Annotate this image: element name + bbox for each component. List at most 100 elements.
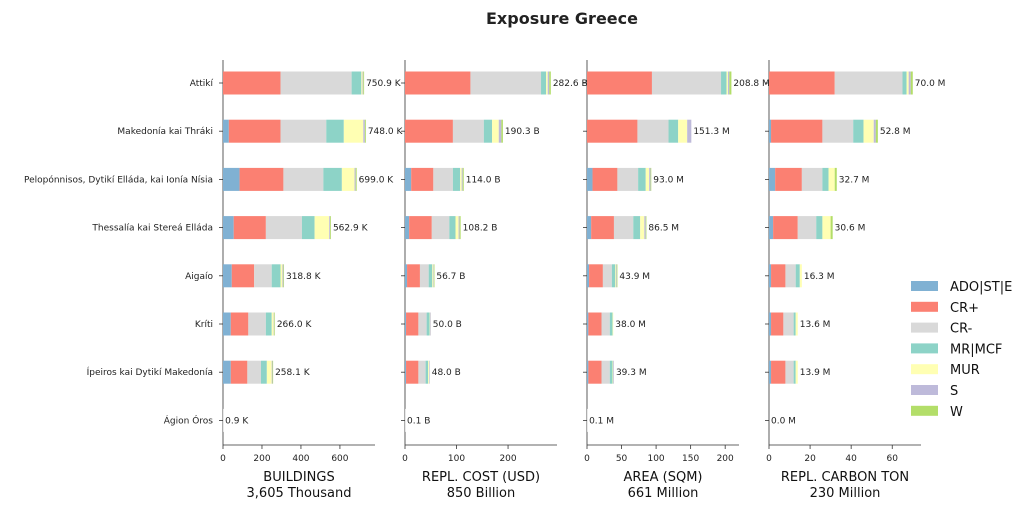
bar-segment <box>726 71 728 95</box>
bar-segment <box>223 167 240 191</box>
legend-label: CR- <box>950 322 973 337</box>
total-label: 30.6 M <box>835 224 866 234</box>
bar-segment <box>638 167 646 191</box>
total-label: 318.8 K <box>286 272 322 282</box>
x-tick-label: 40 <box>845 454 857 464</box>
bar-segment <box>591 216 614 240</box>
legend-label: MR|MCF <box>950 342 1002 357</box>
legend-label: MUR <box>950 363 980 378</box>
bar-segment <box>272 360 274 384</box>
bar-segment <box>429 312 431 336</box>
total-label: 32.7 M <box>839 175 870 185</box>
total-label: 0.9 K <box>225 416 249 426</box>
bar-segment <box>271 264 281 288</box>
total-label: 208.8 M <box>733 79 769 89</box>
bar-segment <box>773 216 798 240</box>
total-label: 13.9 M <box>800 368 831 378</box>
bar-segment <box>587 167 593 191</box>
bar-segment <box>771 119 823 143</box>
bar-segment <box>783 312 794 336</box>
bar-segment <box>668 119 679 143</box>
bar-segment <box>461 167 463 191</box>
bar-segment <box>265 312 272 336</box>
bar-segment <box>501 119 503 143</box>
legend-swatch <box>911 364 938 375</box>
bar-segment <box>616 264 617 288</box>
total-label: 70.0 M <box>915 79 946 89</box>
bar-segment <box>498 119 502 143</box>
bar-segment <box>613 216 634 240</box>
bar-segment <box>247 360 261 384</box>
bar-segment <box>429 360 430 384</box>
bar-segment <box>411 167 434 191</box>
bar-segment <box>547 71 550 95</box>
bar-segment <box>223 312 231 336</box>
bar-segment <box>449 216 456 240</box>
bar-segment <box>452 167 461 191</box>
chart-title: Exposure Greece <box>486 9 638 28</box>
panel-xlabel: REPL. COST (USD) <box>422 470 540 485</box>
bar-segment <box>592 167 618 191</box>
bar-segment <box>795 360 798 384</box>
total-label: 282.6 B <box>553 79 588 89</box>
bar-segment <box>405 264 408 288</box>
total-label: 562.9 K <box>333 224 369 234</box>
x-tick-label: 0 <box>584 454 590 464</box>
bar-segment <box>797 216 817 240</box>
panel-xlabel: BUILDINGS <box>263 470 334 485</box>
region-labels: Attikí Makedonía kai Thráki Pelopónnisos, … <box>24 79 214 426</box>
bar-segment <box>816 216 823 240</box>
bar-segment <box>795 312 798 336</box>
region-label: Pelopónnisos, Dytikí Elláda, kai Ionía N… <box>24 174 213 185</box>
bar-segment <box>910 71 913 95</box>
bar-segment <box>462 167 464 191</box>
panel-xsublabel: 3,605 Thousand <box>247 486 352 501</box>
bar-segment <box>418 360 426 384</box>
bar-segment <box>587 408 588 432</box>
legend: ADO|ST|E CR+ CR- MR|MCF MUR SW <box>911 280 1012 420</box>
bar-segment <box>613 360 614 384</box>
bar-segment <box>460 167 462 191</box>
total-label: 108.2 B <box>463 224 498 234</box>
legend-swatch <box>911 385 938 395</box>
bar-segment <box>405 71 471 95</box>
total-label: 39.3 M <box>616 368 647 378</box>
bar-segment <box>588 312 602 336</box>
bar-segment <box>261 360 267 384</box>
bar-segment <box>266 360 272 384</box>
bar-segment <box>609 312 613 336</box>
bar-segment <box>611 264 616 288</box>
bar-segment <box>587 216 592 240</box>
panel-3: 0 50 100 150 200 208.8 M 151.3 M 93.0 M 86.5 M 43… <box>583 60 770 501</box>
bar-segment <box>426 312 430 336</box>
bar-segment <box>637 119 669 143</box>
bar-segment <box>828 167 835 191</box>
bar-segment <box>651 71 722 95</box>
bar-segment <box>771 360 786 384</box>
x-tick-label: 0 <box>402 454 408 464</box>
x-tick-label: 20 <box>804 454 816 464</box>
bar-segment <box>795 264 800 288</box>
x-tick-label: 0 <box>766 454 772 464</box>
bar-segment <box>785 360 794 384</box>
bar-segment <box>601 312 610 336</box>
region-label: Aigaío <box>185 272 213 282</box>
total-label: 114.0 B <box>466 175 501 185</box>
bar-segment <box>587 360 589 384</box>
bar-segment <box>405 360 407 384</box>
bar-segment <box>363 119 365 143</box>
bar-segment <box>769 312 772 336</box>
bar-segment <box>223 71 281 95</box>
bar-segment <box>405 216 410 240</box>
bar-segment <box>361 71 363 95</box>
total-label: 43.9 M <box>619 272 650 282</box>
bar-segment <box>432 264 434 288</box>
bar-segment <box>363 71 365 95</box>
panel-xsublabel: 850 Billion <box>447 486 516 501</box>
legend-swatch <box>911 405 938 416</box>
bar-segment <box>589 264 603 288</box>
bar-segment <box>721 71 727 95</box>
bar-segment <box>223 264 232 288</box>
x-tick-label: 150 <box>682 454 699 464</box>
